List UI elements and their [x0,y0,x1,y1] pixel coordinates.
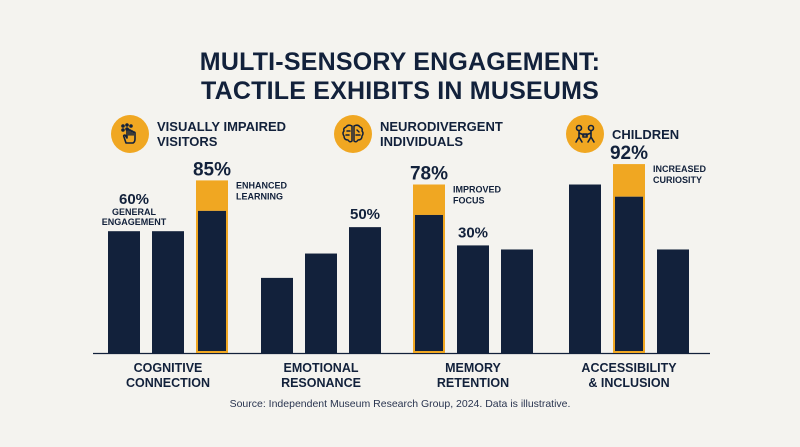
chart-title-line-2: TACTILE EXHIBITS IN MUSEUMS [200,77,599,105]
chart-title-line-1: MULTI-SENSORY ENGAGEMENT: [199,48,601,76]
children-icon [566,115,604,153]
data-note: CURIOSITY [653,175,702,185]
data-note: GENERAL [112,207,157,217]
category-label: RESONANCE [281,376,361,390]
bar [196,210,228,353]
bar [261,277,293,353]
bar [413,214,445,353]
legend-label: Children [612,126,680,142]
bar [349,227,381,353]
data-label: 60% [119,191,149,208]
category-label: MEMORY [445,361,501,375]
legend-item-children: Children [566,114,679,154]
category-label: RETENTION [437,376,509,390]
data-note: INCREASED [653,164,707,174]
bar [152,231,184,353]
bar-highlight-segment [613,164,645,197]
legend-item-visually-impaired: Visually Impaired Visitors [111,114,297,154]
legend-label: Visually Impaired Visitors [157,119,287,149]
bar [501,249,533,353]
category-label: CONNECTION [126,376,210,390]
bar [569,184,601,353]
data-label: 92% [610,143,648,164]
legend-item-neurodivergent: Neurodivergent Individuals [334,114,520,154]
brain-icon [334,115,372,153]
category-label: COGNITIVE [134,361,203,375]
bar-highlight-outline [196,180,228,353]
data-note: IMPROVED [453,185,502,195]
bar [305,253,337,353]
data-label: 78% [410,164,448,185]
data-note: ENGAGEMENT [102,217,167,227]
data-label: 50% [350,206,380,223]
data-label: 30% [458,224,488,241]
bar [108,231,140,353]
data-note: FOCUS [453,196,485,206]
data-note: ENHANCED [236,180,288,190]
bar [457,245,489,353]
source-note: Source: Independent Museum Research Grou… [229,398,571,410]
data-note: LEARNING [236,191,283,201]
category-label: EMOTIONAL [284,361,359,375]
bar-highlight-segment [413,184,445,215]
bar-highlight-segment [196,180,228,211]
bar-highlight-outline [613,164,645,353]
bar [657,249,689,353]
category-label: & INCLUSION [588,376,669,390]
bar [613,196,645,353]
data-label: 85% [193,159,231,180]
bar-highlight-outline [413,184,445,353]
chart-title: MULTI-SENSORY ENGAGEMENT: TACTILE EXHIBI… [0,48,800,106]
category-label: ACCESSIBILITY [581,361,677,375]
legend-label: Neurodivergent Individuals [380,119,503,149]
hand-braille-icon [111,115,149,153]
